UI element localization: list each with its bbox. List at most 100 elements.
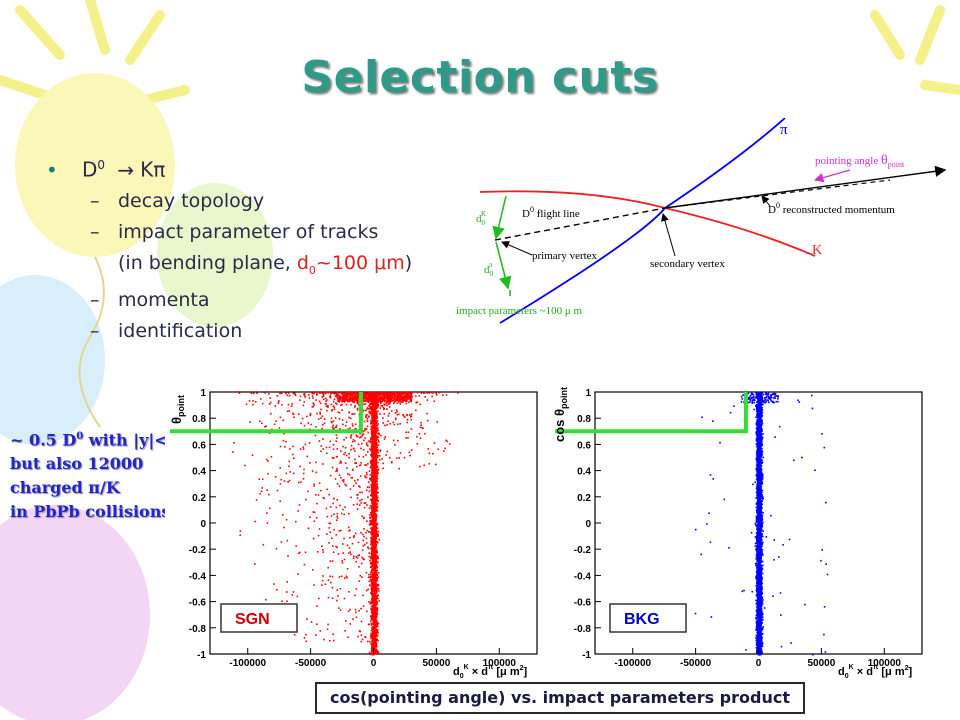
scatter-point	[373, 443, 376, 446]
scatter-point	[377, 469, 379, 471]
scatter-point	[322, 395, 325, 397]
scatter-point	[372, 447, 375, 450]
scatter-point	[288, 479, 291, 482]
scatter-point	[309, 413, 312, 416]
scatter-point	[409, 416, 412, 418]
scatter-point	[757, 447, 759, 449]
scatter-point	[367, 547, 370, 550]
scatter-point	[374, 472, 376, 474]
scatter-point	[365, 409, 367, 412]
scatter-point	[375, 488, 378, 490]
scatter-point	[336, 403, 338, 405]
scatter-point	[373, 533, 375, 535]
scatter-point	[339, 460, 342, 462]
scatter-point	[372, 461, 374, 464]
scatter-point	[375, 487, 377, 490]
scatter-point	[374, 595, 377, 597]
scatter-point	[370, 456, 373, 458]
scatter-point	[357, 554, 359, 557]
scatter-point	[376, 456, 379, 459]
scatter-point	[346, 544, 349, 547]
scatter-point	[372, 573, 374, 575]
scatter-point	[369, 531, 371, 533]
scatter-point	[338, 401, 341, 403]
scatter-point	[408, 401, 410, 404]
scatter-point	[377, 439, 380, 441]
scatter-point	[373, 535, 376, 538]
scatter-point	[371, 469, 373, 472]
scatter-point	[432, 392, 434, 394]
scatter-point	[374, 513, 376, 515]
scatter-point	[375, 404, 378, 407]
scatter-point	[374, 542, 377, 544]
scatter-point	[292, 413, 295, 416]
scatter-point	[370, 479, 373, 482]
scatter-point	[285, 472, 288, 475]
scatter-point	[376, 601, 378, 603]
scatter-point	[375, 618, 377, 621]
scatter-point	[366, 529, 369, 532]
reconstructed-momentum	[664, 165, 947, 209]
scatter-point	[269, 401, 272, 404]
scatter-point	[352, 395, 354, 397]
scatter-point	[408, 397, 411, 400]
scatter-point	[299, 395, 302, 398]
scatter-point	[371, 411, 374, 413]
scatter-point	[290, 405, 293, 407]
scatter-point	[374, 651, 376, 653]
scatter-point	[375, 589, 377, 591]
scatter-point	[386, 402, 389, 404]
scatter-point	[355, 427, 357, 430]
scatter-point	[372, 507, 374, 510]
scatter-point	[356, 497, 359, 499]
scatter-point	[371, 453, 374, 455]
scatter-point	[373, 568, 375, 570]
scatter-point	[352, 440, 354, 443]
scatter-point	[373, 432, 375, 435]
scatter-point	[356, 503, 358, 505]
scatter-point	[357, 443, 360, 446]
scatter-point	[388, 392, 391, 394]
scatter-point	[358, 566, 360, 568]
scatter-point	[386, 404, 388, 407]
scatter-point	[283, 480, 286, 482]
scatter-point	[373, 415, 376, 418]
scatter-point	[377, 472, 379, 475]
scatter-point	[388, 393, 390, 395]
scatter-point	[377, 531, 380, 533]
scatter-point	[371, 448, 374, 451]
scatter-point	[442, 394, 444, 396]
scatter-point	[370, 448, 373, 451]
scatter-point	[337, 411, 340, 413]
y-tick-label: -0.6	[189, 598, 207, 609]
scatter-point	[282, 439, 285, 442]
y-tick-label: 0.8	[192, 414, 206, 425]
scatter-point	[392, 399, 394, 402]
scatter-point	[373, 511, 376, 513]
impact-parameter-pi	[495, 241, 512, 290]
scatter-point	[292, 392, 295, 395]
scatter-point	[375, 417, 378, 419]
scatter-point	[370, 465, 372, 468]
scatter-point	[369, 514, 371, 516]
scatter-point	[370, 583, 373, 585]
scatter-point	[372, 506, 374, 508]
scatter-point	[365, 572, 368, 574]
page-title: Selection cuts	[301, 52, 659, 103]
scatter-point	[372, 607, 374, 610]
scatter-point	[350, 496, 352, 499]
scatter-point	[362, 517, 365, 519]
scatter-point	[372, 493, 374, 495]
scatter-point	[336, 589, 339, 591]
scatter-point	[349, 488, 352, 490]
scatter-point	[375, 644, 378, 646]
scatter-point	[319, 411, 321, 414]
scatter-point	[341, 419, 344, 421]
scatter-point	[345, 421, 348, 423]
scatter-point	[421, 427, 424, 429]
scatter-point	[390, 399, 393, 402]
scatter-point	[336, 467, 338, 470]
scatter-point	[362, 456, 365, 458]
scatter-point	[402, 395, 404, 398]
scatter-point	[371, 559, 374, 562]
